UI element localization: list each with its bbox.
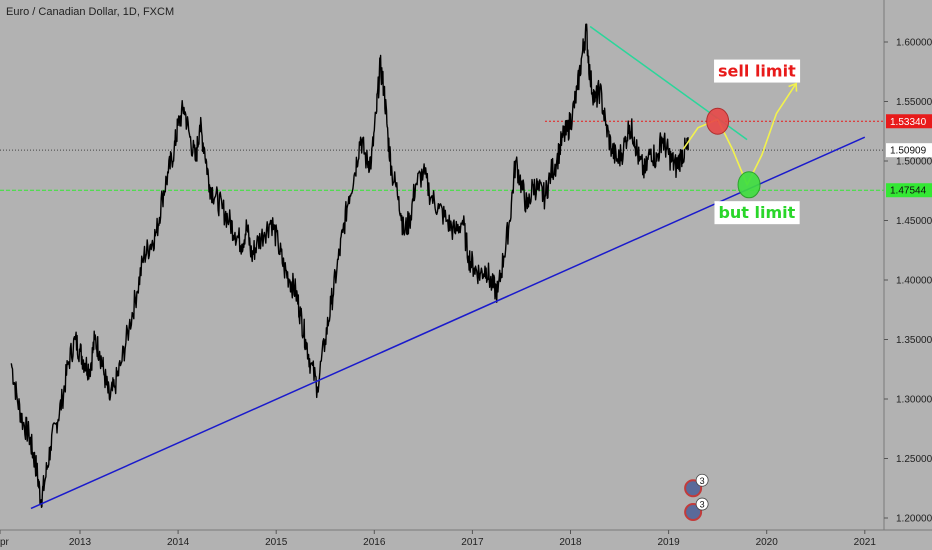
- buy-price-tag-bg: [886, 183, 932, 198]
- flag-icon: [684, 503, 703, 522]
- badge-count-bubble: [695, 497, 709, 511]
- y-tick-label: 1.30000: [896, 395, 932, 406]
- scenario-arrowhead: [788, 82, 798, 92]
- scenario-path: [682, 83, 797, 186]
- x-tick-label: 2013: [69, 537, 92, 548]
- badge-count: 3: [700, 500, 705, 510]
- y-tick-label: 1.50000: [896, 157, 932, 168]
- current-price-tag-label: 1.50909: [890, 146, 927, 157]
- y-tick-label: 1.55000: [896, 97, 932, 108]
- buy-price-tag: 1.47544: [886, 183, 932, 198]
- sell-limit-marker: [706, 107, 730, 135]
- flag-icon: [684, 479, 703, 498]
- y-tick-label: 1.35000: [896, 335, 932, 346]
- x-tick-label: 2020: [756, 537, 779, 548]
- y-tick-label: 1.45000: [896, 216, 932, 227]
- buy-limit-marker: [737, 171, 761, 199]
- x-tick-label: 2015: [265, 537, 288, 548]
- buy-price-tag-label: 1.47544: [890, 186, 927, 197]
- current-price-tag-bg: [886, 143, 932, 158]
- sell-price-tag-bg: [886, 114, 932, 129]
- buy-limit-text: but limit: [718, 203, 795, 222]
- buy-limit-box: [714, 201, 800, 225]
- badge-count: 3: [700, 476, 705, 486]
- event-badge: 3: [684, 497, 709, 522]
- x-tick-label: pr: [0, 537, 10, 548]
- y-tick-label: 1.40000: [896, 276, 932, 287]
- x-tick-label: 2018: [559, 537, 582, 548]
- y-tick-label: 1.60000: [896, 38, 932, 49]
- buy-limit-label: but limit: [714, 201, 800, 225]
- sell-limit-label: sell limit: [714, 59, 801, 83]
- x-tick-label: 2017: [461, 537, 484, 548]
- support-trendline: [30, 136, 866, 510]
- x-tick-label: 2021: [854, 537, 877, 548]
- y-tick-label: 1.20000: [896, 514, 932, 525]
- x-tick-label: 2016: [363, 537, 386, 548]
- price-line: [10, 23, 689, 508]
- sell-limit-box: [714, 59, 801, 83]
- sell-price-tag: 1.53340: [886, 114, 932, 129]
- badge-count-bubble: [695, 473, 709, 487]
- current-price-tag: 1.50909: [886, 143, 932, 158]
- x-tick-label: 2019: [657, 537, 680, 548]
- event-badge: 3: [684, 473, 709, 498]
- symbol-title: Euro / Canadian Dollar, 1D, FXCM: [6, 6, 175, 18]
- y-tick-label: 1.25000: [896, 454, 932, 465]
- plot-area: sell limit but limit 3 3: [0, 23, 884, 522]
- x-tick-label: 2014: [167, 537, 190, 548]
- sell-price-tag-label: 1.53340: [890, 117, 927, 128]
- sell-limit-text: sell limit: [718, 62, 796, 81]
- price-axis-bg: [884, 0, 932, 550]
